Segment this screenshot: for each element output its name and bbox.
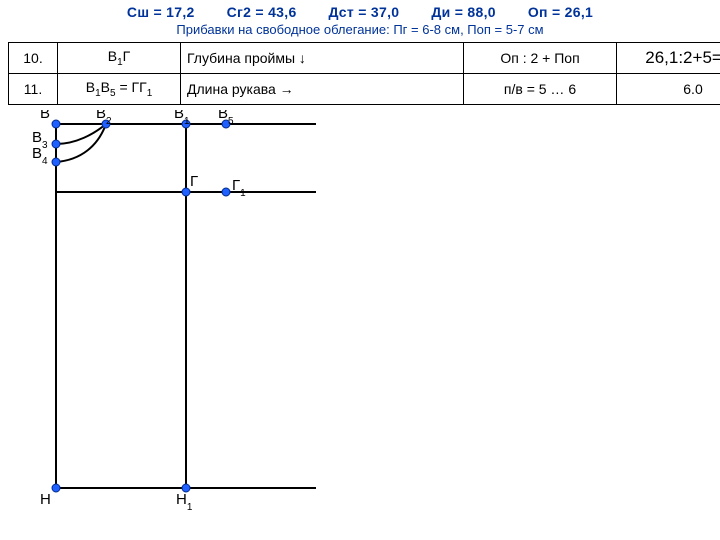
cell-desc: Глубина проймы ↓	[181, 43, 464, 74]
cell-num: 11.	[9, 74, 58, 105]
point-label: В	[40, 110, 50, 122]
cell-formula: В1В5 = ГГ1	[58, 74, 181, 105]
measure-Сш: Сш = 17,2	[127, 4, 195, 20]
measure-Сг2: Сг2 = 43,6	[227, 4, 297, 20]
allowances-line: Прибавки на свободное облегание: Пг = 6-…	[0, 22, 720, 37]
construction-table: 10.В1ГГлубина проймы ↓Оп : 2 + Поп26,1:2…	[8, 42, 720, 105]
diagram-point	[52, 140, 60, 148]
point-label: Г	[190, 173, 198, 190]
diagram-point	[222, 188, 230, 196]
cell-num: 10.	[9, 43, 58, 74]
table-row: 11.В1В5 = ГГ1Длина рукава →п/в = 5 … 66.…	[9, 74, 720, 105]
header-block: Сш = 17,2 Сг2 = 43,6 Дст = 37,0 Ди = 88,0 Оп…	[0, 4, 720, 37]
measure-Ди: Ди = 88,0	[431, 4, 495, 20]
diagram-point	[52, 484, 60, 492]
cell-value: 26,1:2+5=18	[617, 43, 720, 74]
point-label: Г1	[232, 177, 246, 199]
cell-rule: п/в = 5 … 6	[464, 74, 617, 105]
table-row: 10.В1ГГлубина проймы ↓Оп : 2 + Поп26,1:2…	[9, 43, 720, 74]
measure-Оп: Оп = 26,1	[528, 4, 593, 20]
pattern-diagram: ВВ2В1В5В3В4ГГ1НН1	[26, 110, 346, 520]
point-label: Н1	[176, 491, 193, 513]
diagram-point	[52, 158, 60, 166]
cell-formula: В1Г	[58, 43, 181, 74]
measure-Дст: Дст = 37,0	[329, 4, 400, 20]
table-body: 10.В1ГГлубина проймы ↓Оп : 2 + Поп26,1:2…	[9, 43, 720, 105]
measurements-line: Сш = 17,2 Сг2 = 43,6 Дст = 37,0 Ди = 88,0 Оп…	[0, 4, 720, 20]
diagram-point	[182, 188, 190, 196]
point-label: Н	[40, 491, 51, 508]
cell-desc: Длина рукава →	[181, 74, 464, 105]
diagram-curve	[56, 124, 106, 144]
diagram-point	[52, 120, 60, 128]
cell-rule: Оп : 2 + Поп	[464, 43, 617, 74]
cell-value: 6.0	[617, 74, 720, 105]
